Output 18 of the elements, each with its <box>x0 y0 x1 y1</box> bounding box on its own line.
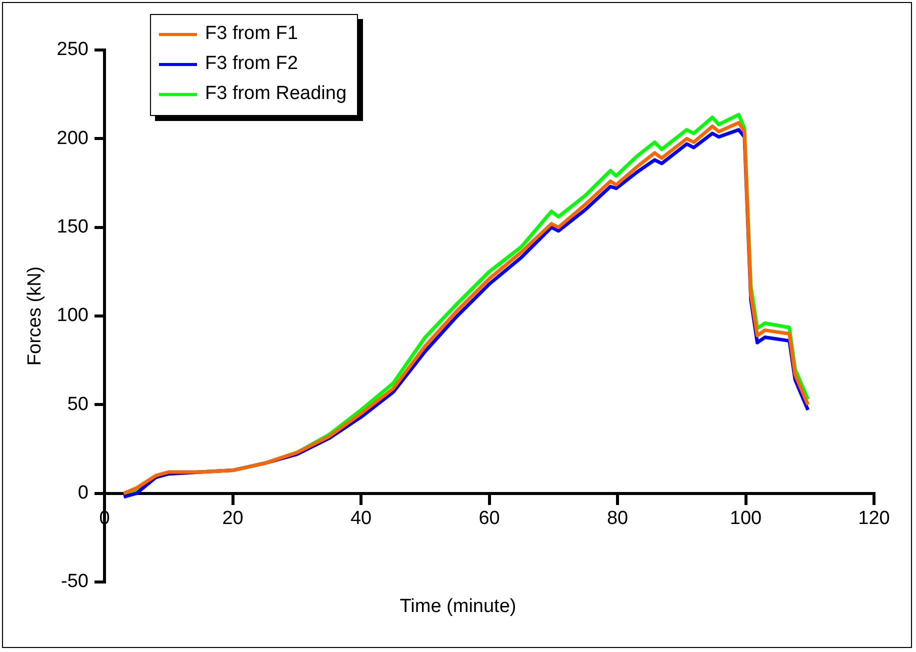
y-tick-label: -50 <box>61 571 88 592</box>
x-tick-label: 40 <box>350 508 372 529</box>
legend-label: F3 from F2 <box>205 53 298 75</box>
y-tick-label: 100 <box>56 305 88 326</box>
x-tick-label: 60 <box>478 508 500 529</box>
y-tick-label: 150 <box>56 216 88 238</box>
legend-label: F3 from Reading <box>205 83 347 105</box>
y-tick-label: 250 <box>56 39 88 60</box>
legend-label: F3 from F1 <box>205 23 298 45</box>
y-axis-title: Forces (kN) <box>24 266 46 366</box>
x-tick-label: 120 <box>858 508 890 529</box>
x-tick-label: 20 <box>222 508 244 529</box>
x-axis-title: Time (minute) <box>398 596 518 618</box>
y-tick-label: 0 <box>78 482 88 504</box>
x-tick-label: 80 <box>606 508 628 529</box>
y-tick-label: 200 <box>56 128 88 149</box>
y-tick-label: 50 <box>67 394 88 415</box>
x-tick-label: 100 <box>730 508 762 529</box>
